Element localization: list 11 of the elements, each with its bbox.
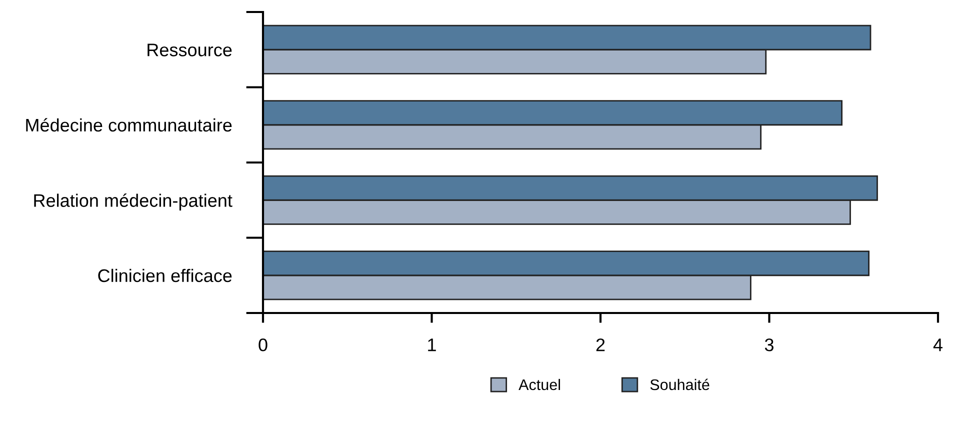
x-tick-label: 4 xyxy=(933,338,942,352)
y-tick-label: Ressource xyxy=(148,44,232,56)
legend-label: Actuel xyxy=(518,378,560,390)
y-tick-label: Clinicien efficace xyxy=(98,268,232,282)
x-tick-label: 0 xyxy=(258,338,268,352)
x-tick-label: 1 xyxy=(428,338,436,352)
y-tick-label: Médecine communautaire xyxy=(26,118,232,132)
legend-label: Souhaité xyxy=(650,378,710,390)
x-tick-label: 3 xyxy=(764,338,774,352)
y-tick-label: Relation médecin-patient xyxy=(34,193,232,211)
x-tick-label: 2 xyxy=(596,338,605,352)
